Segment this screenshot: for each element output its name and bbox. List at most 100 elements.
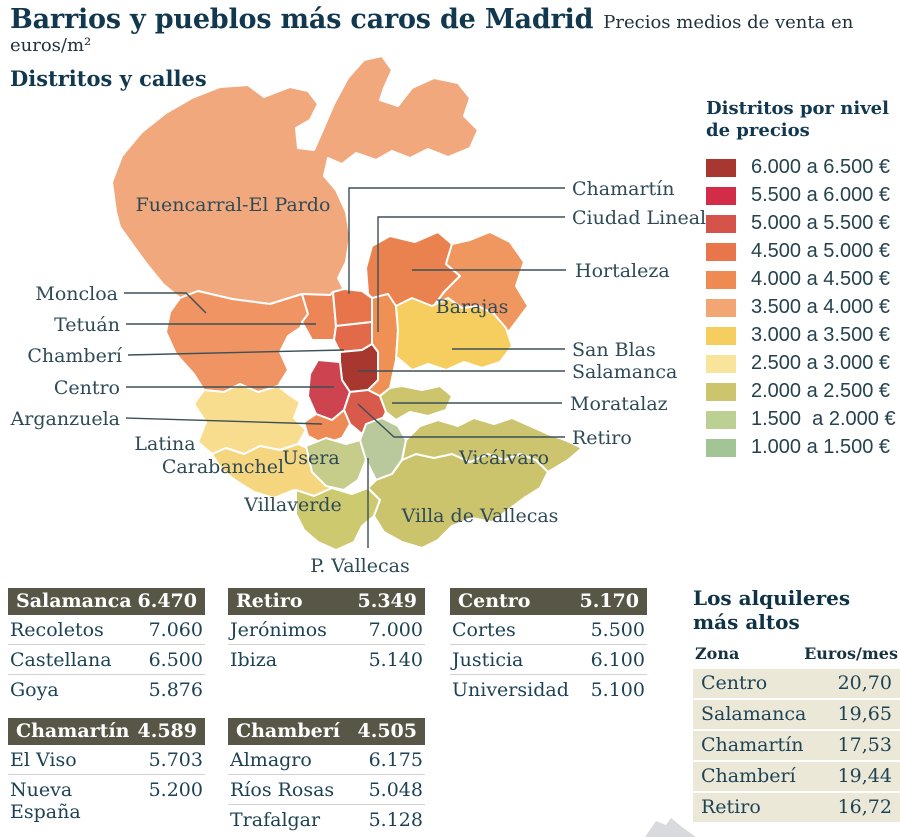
label-moratalaz: Moratalaz [570,393,668,415]
price-legend: Distritos por nivel de precios 6.000 a 6… [706,98,900,462]
table-row: Justicia 6.100 [450,645,647,675]
legend-item: 2.000 a 2.500 € [706,378,900,406]
label-chamartin: Chamartín [572,178,674,200]
legend-item: 2.500 a 3.000 € [706,350,900,378]
legend-items: 6.000 a 6.500 € 5.500 a 6.000 € 5.000 a … [706,154,900,462]
table-header: Chamberí 4.505 [228,718,425,745]
legend-swatch [706,354,736,373]
legend-swatch [706,410,736,429]
legend-item: 3.000 a 3.500 € [706,322,900,350]
label-fuencarral-el-pardo: Fuencarral-El Pardo [136,194,331,216]
legend-item: 1.000 a 1.500 € [706,434,900,462]
label-latina: Latina [134,433,195,455]
legend-item: 4.500 a 5.000 € [706,238,900,266]
leader-chamberi [127,349,345,356]
table-row: Almagro 6.175 [228,745,425,775]
legend-swatch [706,270,736,289]
legend-item: 5.000 a 5.500 € [706,210,900,238]
legend-item: 6.000 a 6.500 € [706,154,900,182]
label-barajas: Barajas [436,296,509,318]
label-centro: Centro [54,377,120,399]
label-usera: Usera [282,447,339,469]
leader-ciudad-lineal [377,216,565,332]
district-usera [305,437,367,491]
legend-swatch [706,242,736,261]
rentals-col-zone: Zona [695,644,740,663]
page-title: Barrios y pueblos más caros de Madrid [10,4,594,35]
map-labels: Fuencarral-El Pardo Moncloa Tetuán Chamb… [10,178,707,577]
table-header: Centro 5.170 [450,588,647,615]
legend-item: 4.000 a 4.500 € [706,266,900,294]
table-chamberi: Chamberí 4.505 Almagro 6.175 Ríos Rosas 5.0… [228,718,425,834]
rentals-row: Centro 20,70 [693,669,900,698]
leader-moncloa [124,292,207,314]
legend-swatch [706,298,736,317]
legend-item: 3.500 a 4.000 € [706,294,900,322]
district-arganzuela [303,409,351,445]
legend-title: Distritos por nivel de precios [706,98,889,141]
rentals-row: Chamartín 17,53 [693,731,900,760]
header: Barrios y pueblos más caros de Madrid Pre… [10,4,900,91]
table-retiro: Retiro 5.349 Jerónimos 7.000 Ibiza 5.140 [228,588,425,674]
table-row: Jerónimos 7.000 [228,615,425,645]
table-row: Goya 5.876 [10,679,203,701]
rentals-row: Chamberí 19,44 [693,762,900,791]
label-retiro: Retiro [572,427,632,449]
table-row: Trafalgar 5.128 [230,809,423,831]
table-header: Retiro 5.349 [228,588,425,615]
label-p-vallecas: P. Vallecas [310,555,409,577]
rentals-col-price: Euros/mes [804,644,898,663]
table-header: Chamartín 4.589 [8,718,205,745]
table-row: Recoletos 7.060 [8,615,205,645]
legend-swatch [706,382,736,401]
label-vicalvaro: Vicálvaro [458,447,549,469]
leader-lines [124,187,566,548]
table-header: Salamanca 6.470 [8,588,205,615]
label-arganzuela: Arganzuela [10,408,120,430]
legend-item: 1.500 a 2.000 € [706,406,900,434]
district-vicalvaro [401,417,583,473]
legend-swatch [706,326,736,345]
table-row: Nueva España 5.200 [10,779,203,823]
table-chamartin: Chamartín 4.589 El Viso 5.703 Nueva España… [8,718,205,826]
label-villaverde: Villaverde [243,494,341,516]
rentals-panel: Los alquileres más altos Zona Euros/mes … [693,586,900,824]
table-row: Castellana 6.500 [8,645,205,675]
district-latina [193,383,307,455]
leader-arganzuela [125,417,323,425]
table-row: El Viso 5.703 [8,745,205,775]
legend-swatch [706,214,736,233]
table-row: Cortes 5.500 [450,615,647,645]
section-title: Distritos y calles [10,66,207,91]
district-moncloa [165,290,309,393]
table-row: Ibiza 5.140 [230,649,423,671]
rentals-row: Retiro 16,72 [693,793,900,822]
label-chamberi: Chamberí [27,345,123,367]
legend-swatch [706,438,736,457]
label-hortaleza: Hortaleza [575,260,670,282]
leader-retiro [357,403,565,438]
leader-chamartin [348,187,565,294]
rentals-row: Salamanca 19,65 [693,700,900,729]
district-tetuan [301,291,337,341]
page-subtitle: Precios medios de venta en euros/m² [10,12,854,56]
label-ciudad-lineal: Ciudad Lineal [572,207,706,229]
district-chamartin [332,288,373,327]
rentals-columns: Zona Euros/mes [693,644,900,663]
rentals-title: Los alquileres más altos [693,586,851,634]
legend-item: 5.500 a 6.000 € [706,182,900,210]
table-row: Ríos Rosas 5.048 [228,775,425,805]
legend-swatch [706,158,736,177]
label-tetuan: Tetuán [54,314,120,336]
table-centro: Centro 5.170 Cortes 5.500 Justicia 6.100 Un… [450,588,647,704]
watermark-shape [645,818,696,837]
label-villa-de-vallecas: Villa de Vallecas [401,505,559,527]
label-carabanchel: Carabanchel [162,456,284,478]
label-san-blas: San Blas [572,339,656,361]
label-salamanca: Salamanca [572,361,677,383]
legend-swatch [706,186,736,205]
label-moncloa: Moncloa [35,283,118,305]
table-salamanca: Salamanca 6.470 Recoletos 7.060 Castellana… [8,588,205,704]
